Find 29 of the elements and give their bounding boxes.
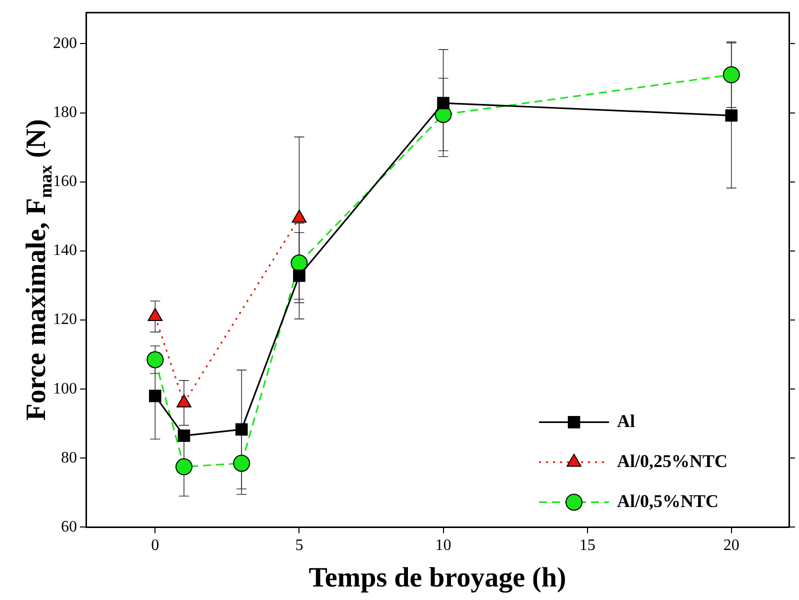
point [437, 96, 450, 110]
y-tick-label: 180 [53, 104, 77, 121]
point [148, 390, 162, 402]
point [146, 351, 164, 368]
x-tick-label: 15 [579, 537, 596, 554]
point [293, 270, 306, 282]
y-axis-title: Force maximale, Fmax (N) [21, 119, 56, 421]
y-tick-label: 160 [53, 173, 77, 190]
y-tick-label: 120 [53, 311, 77, 328]
x-tick-label: 0 [151, 537, 160, 554]
point [722, 66, 740, 84]
y-tick-label: 140 [53, 242, 77, 260]
point [290, 254, 308, 272]
point [178, 430, 190, 442]
point [233, 454, 250, 472]
y-tick-label: 100 [53, 380, 77, 398]
legend-label: Al/0,25%NTC [617, 450, 728, 471]
x-tick-label: 5 [295, 537, 304, 554]
y-tick-label: 60 [61, 518, 77, 536]
point [175, 458, 192, 476]
legend-label: Al [617, 410, 635, 431]
point [235, 423, 248, 436]
legend-label: Al/0,5%NTC [617, 490, 719, 511]
y-tick-label: 200 [53, 34, 77, 52]
x-tick-label: 20 [723, 537, 740, 554]
point [725, 109, 738, 122]
x-tick-label: 10 [435, 537, 452, 554]
x-axis-title: Temps de broyage (h) [308, 562, 566, 594]
y-tick-label: 80 [61, 449, 77, 466]
